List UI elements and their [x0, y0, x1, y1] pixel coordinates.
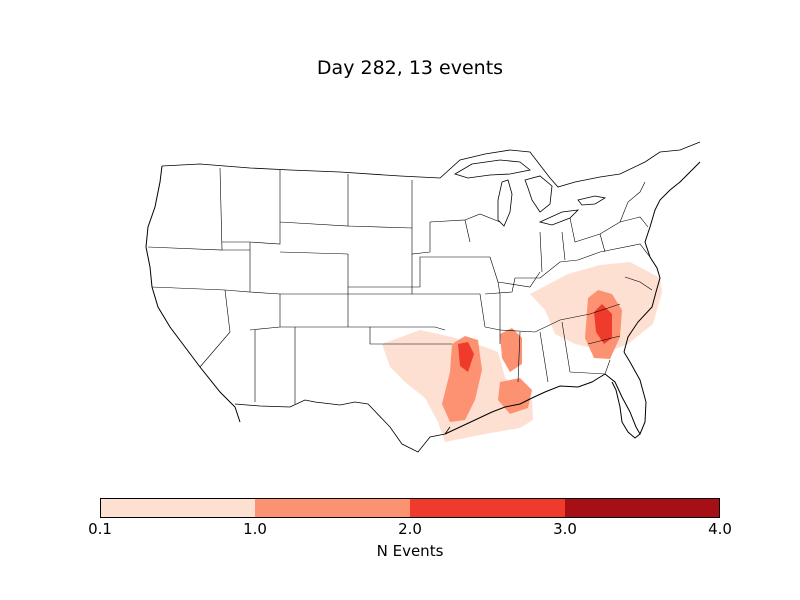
- colorbar-swatches: [100, 498, 720, 518]
- lake-huron: [524, 175, 553, 213]
- colorbar-title: N Events: [376, 542, 444, 560]
- colorbar-bin-3: [565, 498, 720, 518]
- canada-border: [161, 141, 701, 188]
- event-region-south-carolina-core: [594, 304, 612, 344]
- atlantic-coastline: [623, 161, 701, 353]
- us-map: [145, 141, 701, 453]
- basemap-boundaries: [145, 141, 701, 453]
- lake-superior: [454, 159, 531, 179]
- colorbar-tick-label-2: 2.0: [398, 520, 422, 538]
- event-region-east-texas-core: [458, 342, 474, 372]
- colorbar-tick-label-0: 0.1: [88, 520, 112, 538]
- pacific-coastline: [145, 165, 241, 423]
- lake-erie: [538, 209, 580, 226]
- lake-ontario: [577, 195, 607, 206]
- event-region-mississippi-corridor: [500, 328, 522, 372]
- colorbar-bin-1: [255, 498, 410, 518]
- event-region-south-louisiana: [498, 378, 532, 414]
- gulf-coastline: [444, 373, 606, 435]
- colorbar-bin-0: [100, 498, 255, 518]
- colorbar: [100, 498, 720, 518]
- colorbar-tick-label-4: 4.0: [708, 520, 732, 538]
- colorbar-tick-label-1: 1.0: [243, 520, 267, 538]
- state-boundaries: [147, 167, 653, 404]
- colorbar-bin-2: [410, 498, 565, 518]
- map-panel: [100, 82, 720, 477]
- colorbar-tick-label-3: 3.0: [553, 520, 577, 538]
- florida-coastline: [604, 351, 647, 439]
- colorbar-border: [100, 498, 720, 518]
- map-title: Day 282, 13 events: [316, 57, 504, 79]
- lake-michigan: [497, 179, 513, 227]
- mexico-border: [234, 399, 451, 453]
- event-density-layer: [382, 262, 662, 442]
